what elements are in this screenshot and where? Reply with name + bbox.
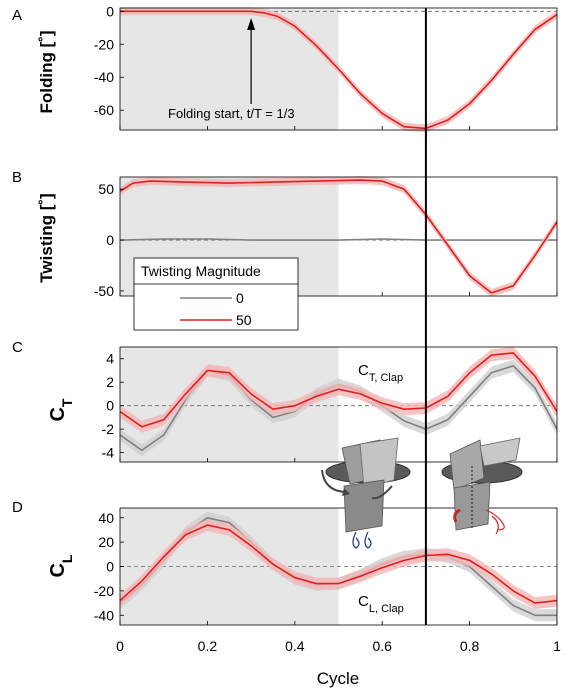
ct-clap-sub: T, Clap: [369, 372, 403, 384]
y-tick-label-d: 20: [98, 534, 114, 550]
axes-box-a: [119, 7, 558, 131]
series-line-c-50: [119, 352, 558, 428]
panel-label-a: A: [12, 7, 22, 24]
y-tick-label-c: 4: [106, 351, 114, 367]
panel-a: A Folding [˚]: [12, 7, 56, 114]
y-axis-label-cl-sub: L: [59, 554, 75, 563]
y-tick-label-b: 50: [98, 181, 114, 197]
cl-clap-main: C: [358, 593, 369, 610]
y-tick-label-d: -20: [94, 583, 114, 599]
y-tick-label-a: -40: [94, 69, 114, 85]
y-axis-label-cl: CL: [47, 554, 75, 577]
panel-label-b: B: [12, 169, 22, 186]
panel-b: B Twisting [˚]: [12, 169, 56, 283]
panel-label-c: C: [12, 339, 23, 356]
x-tick-label: 0.4: [285, 638, 305, 654]
y-tick-label-c: -2: [102, 421, 115, 437]
annotation-cl-clap: CL, Clap: [358, 593, 404, 615]
y-tick-label-b: -50: [94, 283, 114, 299]
axes-box-c: [119, 346, 558, 463]
panel-d: D CL: [12, 499, 75, 578]
x-tick-label: 1: [553, 638, 561, 654]
y-axis-label-cl-main: C: [47, 563, 69, 577]
legend-label-50: 50: [236, 312, 252, 328]
series-line-a-50: [120, 10, 558, 130]
y-tick-label-a: 0: [106, 3, 114, 19]
series-line-b-0: [119, 238, 557, 241]
y-tick-label-a: -20: [94, 36, 114, 52]
y-tick-label-c: 0: [106, 398, 114, 414]
legend: Twisting Magnitude 0 50: [133, 257, 299, 331]
y-tick-label-c: 2: [106, 374, 114, 390]
x-tick-label: 0.6: [372, 638, 392, 654]
panel-label-d: D: [12, 499, 23, 516]
legend-label-0: 0: [236, 290, 244, 306]
y-tick-label-b: 0: [106, 232, 114, 248]
cl-clap-sub: L, Clap: [369, 603, 404, 615]
y-axis-label-ct-main: C: [47, 407, 69, 421]
flapping-wing-twist-icon: [441, 437, 523, 535]
y-axis-label-ct-sub: T: [59, 398, 75, 407]
y-axis-label-twisting: Twisting [˚]: [37, 193, 56, 282]
y-axis-label-ct: CT: [47, 398, 75, 421]
y-tick-label-a: -60: [94, 102, 114, 118]
confidence-band-d-50: [120, 519, 557, 610]
x-tick-label: 0.8: [460, 638, 480, 654]
axes-box-b: [119, 176, 558, 297]
annotation-folding-start: Folding start, t/T = 1/3: [168, 106, 295, 121]
annotation-ct-clap: CT, Clap: [358, 362, 403, 384]
ct-clap-main: C: [358, 362, 369, 379]
y-tick-label-d: 0: [106, 559, 114, 575]
y-tick-label-d: -40: [94, 607, 114, 623]
x-tick-label: 0: [116, 638, 124, 654]
shaded-region-a: [120, 8, 339, 130]
y-axis-label-folding: Folding [˚]: [37, 30, 56, 113]
confidence-band-c-0: [120, 359, 557, 457]
folding-start-arrowhead: [247, 18, 256, 30]
y-tick-label-d: 40: [98, 510, 114, 526]
flapping-wing-clap-icon: [321, 437, 411, 549]
series-line-d-50: [119, 524, 558, 604]
x-tick-label: 0.2: [198, 638, 218, 654]
legend-box: [133, 257, 299, 331]
legend-title: Twisting Magnitude: [141, 263, 261, 279]
series-line-b-50: [119, 179, 558, 294]
panel-c: C CT: [12, 339, 75, 422]
y-tick-label-c: -4: [102, 445, 115, 461]
x-axis-label: Cycle: [317, 669, 360, 688]
